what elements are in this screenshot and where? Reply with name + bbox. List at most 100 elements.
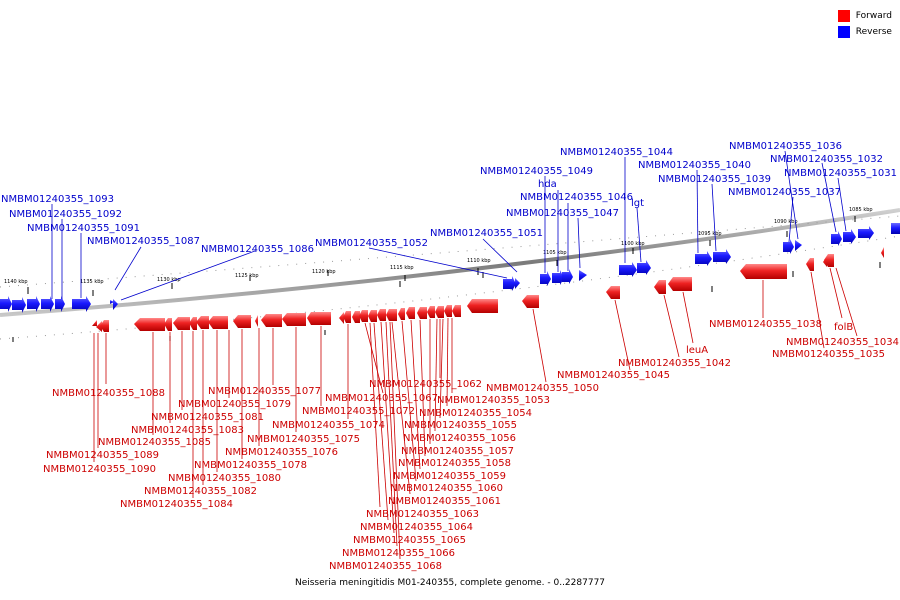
forward-gene-arrow[interactable] [164, 318, 172, 331]
gene-label: NMBM01240355_1087 [87, 236, 200, 247]
gene-label: NMBM01240355_1078 [194, 460, 307, 471]
reverse-gene-arrow[interactable] [113, 299, 118, 310]
gene-label: NMBM01240355_1049 [480, 166, 593, 177]
gene-label: NMBM01240355_1082 [144, 486, 257, 497]
forward-gene-arrow[interactable] [427, 306, 435, 318]
gene-label: NMBM01240355_1075 [247, 434, 360, 445]
reverse-gene-arrow[interactable] [72, 296, 91, 312]
forward-gene-arrow[interactable] [824, 254, 834, 267]
forward-gene-arrow[interactable] [92, 320, 97, 326]
gene-label: NMBM01240355_1060 [390, 483, 503, 494]
gene-label: NMBM01240355_1052 [315, 238, 428, 249]
forward-gene-arrow[interactable] [444, 305, 452, 317]
reverse-gene-arrow[interactable] [540, 271, 551, 286]
gene-label: NMBM01240355_1038 [709, 319, 822, 330]
forward-leader-lines [93, 267, 858, 560]
forward-gene-arrow[interactable] [452, 305, 461, 317]
forward-gene-arrow[interactable] [386, 309, 397, 321]
forward-gene-arrow[interactable] [208, 316, 228, 329]
tick-label: 1095 kbp [698, 231, 722, 237]
reverse-gene-arrow[interactable] [515, 278, 520, 289]
reverse-gene-arrow[interactable] [795, 240, 802, 251]
forward-gene-arrow[interactable] [377, 309, 386, 321]
reverse-gene-arrow[interactable] [579, 270, 587, 281]
reverse-gene-arrow[interactable] [858, 226, 874, 240]
forward-gene-arrow[interactable] [398, 308, 405, 320]
forward-gene-arrow[interactable] [368, 310, 377, 322]
forward-gene-arrow[interactable] [359, 310, 368, 322]
forward-gene-arrow[interactable] [261, 314, 282, 327]
forward-gene-arrow[interactable] [233, 315, 251, 328]
forward-gene-arrow[interactable] [654, 280, 666, 294]
reverse-gene-arrow[interactable] [562, 269, 573, 284]
gene-label: NMBM01240355_1093 [1, 194, 114, 205]
forward-gene-arrow[interactable] [96, 321, 102, 332]
gene-label: NMBM01240355_1045 [557, 370, 670, 381]
gene-label: NMBM01240355_1067 [325, 393, 438, 404]
reverse-gene-arrow[interactable] [843, 229, 856, 244]
forward-gene-arrow[interactable] [352, 311, 360, 323]
forward-labels: NMBM01240355_1088 NMBM01240355_1089 NMBM… [43, 319, 899, 572]
gene-label: NMBM01240355_1032 [770, 154, 883, 165]
gene-label: leuA [686, 345, 708, 356]
forward-swatch [837, 10, 850, 22]
reverse-gene-arrow[interactable] [12, 297, 26, 313]
scale-tick-labels: 1140 kbp 1135 kbp 1130 kbp 1125 kbp 1120… [4, 207, 873, 285]
gene-label: NMBM01240355_1081 [151, 412, 264, 423]
reverse-gene-arrow[interactable] [831, 231, 842, 246]
forward-gene-arrow[interactable] [806, 258, 814, 271]
reverse-gene-arrow[interactable] [110, 300, 114, 304]
gene-label: NMBM01240355_1085 [98, 437, 211, 448]
gene-label: NMBM01240355_1051 [430, 228, 543, 239]
forward-gene-arrow[interactable] [307, 312, 331, 325]
reverse-gene-arrow[interactable] [503, 276, 516, 291]
gene-label: NMBM01240355_1044 [560, 147, 673, 158]
reverse-gene-arrow[interactable] [552, 270, 564, 285]
forward-gene-arrow[interactable] [255, 315, 258, 327]
reverse-gene-arrow[interactable] [0, 296, 12, 312]
reverse-gene-arrow[interactable] [619, 262, 637, 277]
forward-gene-arrow[interactable] [435, 306, 444, 318]
forward-gene-arrow[interactable] [343, 311, 351, 323]
forward-gene-arrow[interactable] [134, 318, 165, 331]
reverse-gene-arrow[interactable] [783, 239, 794, 254]
reverse-gene-arrow[interactable] [713, 249, 731, 264]
forward-gene-arrow[interactable] [339, 312, 344, 324]
reverse-gene-arrow[interactable] [27, 296, 40, 312]
reverse-gene-arrow[interactable] [695, 251, 712, 266]
gene-label: NMBM01240355_1077 [208, 386, 321, 397]
forward-gene-arrow[interactable] [668, 277, 692, 291]
reverse-gene-arrow[interactable] [55, 296, 65, 312]
reverse-leader-lines [51, 150, 847, 301]
forward-gene-arrow[interactable] [282, 313, 306, 326]
forward-gene-arrow[interactable] [406, 307, 415, 319]
gene-label: NMBM01240355_1074 [272, 420, 385, 431]
forward-gene-arrow[interactable] [417, 307, 427, 319]
gene-label: NMBM01240355_1064 [360, 522, 473, 533]
forward-gene-arrow[interactable] [173, 317, 190, 330]
gene-label: NMBM01240355_1089 [46, 450, 159, 461]
reverse-gene-arrow[interactable] [637, 260, 651, 275]
tick-label: 1090 kbp [774, 219, 798, 225]
gene-label: NMBM01240355_1035 [772, 349, 885, 360]
forward-gene-arrow[interactable] [100, 320, 109, 332]
gene-label: NMBM01240355_1061 [388, 496, 501, 507]
gene-label: NMBM01240355_1083 [131, 425, 244, 436]
gene-label: NMBM01240355_1086 [201, 244, 314, 255]
reverse-gene-arrow[interactable] [41, 296, 54, 312]
gene-label: NMBM01240355_1092 [9, 209, 122, 220]
tick-label: 1125 kbp [235, 273, 259, 279]
forward-gene-arrow[interactable] [522, 295, 539, 308]
forward-gene-arrow[interactable] [740, 264, 787, 279]
forward-gene-arrow[interactable] [467, 299, 498, 313]
forward-gene-arrow[interactable] [881, 247, 884, 258]
gene-label: folB [834, 322, 853, 333]
forward-gene-arrow[interactable] [189, 317, 197, 330]
gene-label: NMBM01240355_1058 [398, 458, 511, 469]
forward-gene-arrow[interactable] [196, 316, 209, 329]
reverse-gene-arrow[interactable] [891, 223, 900, 234]
forward-gene-arrow[interactable] [606, 286, 620, 299]
gene-label: NMBM01240355_1066 [342, 548, 455, 559]
scale-ticks [27, 216, 856, 296]
legend-label: Forward [855, 11, 892, 21]
